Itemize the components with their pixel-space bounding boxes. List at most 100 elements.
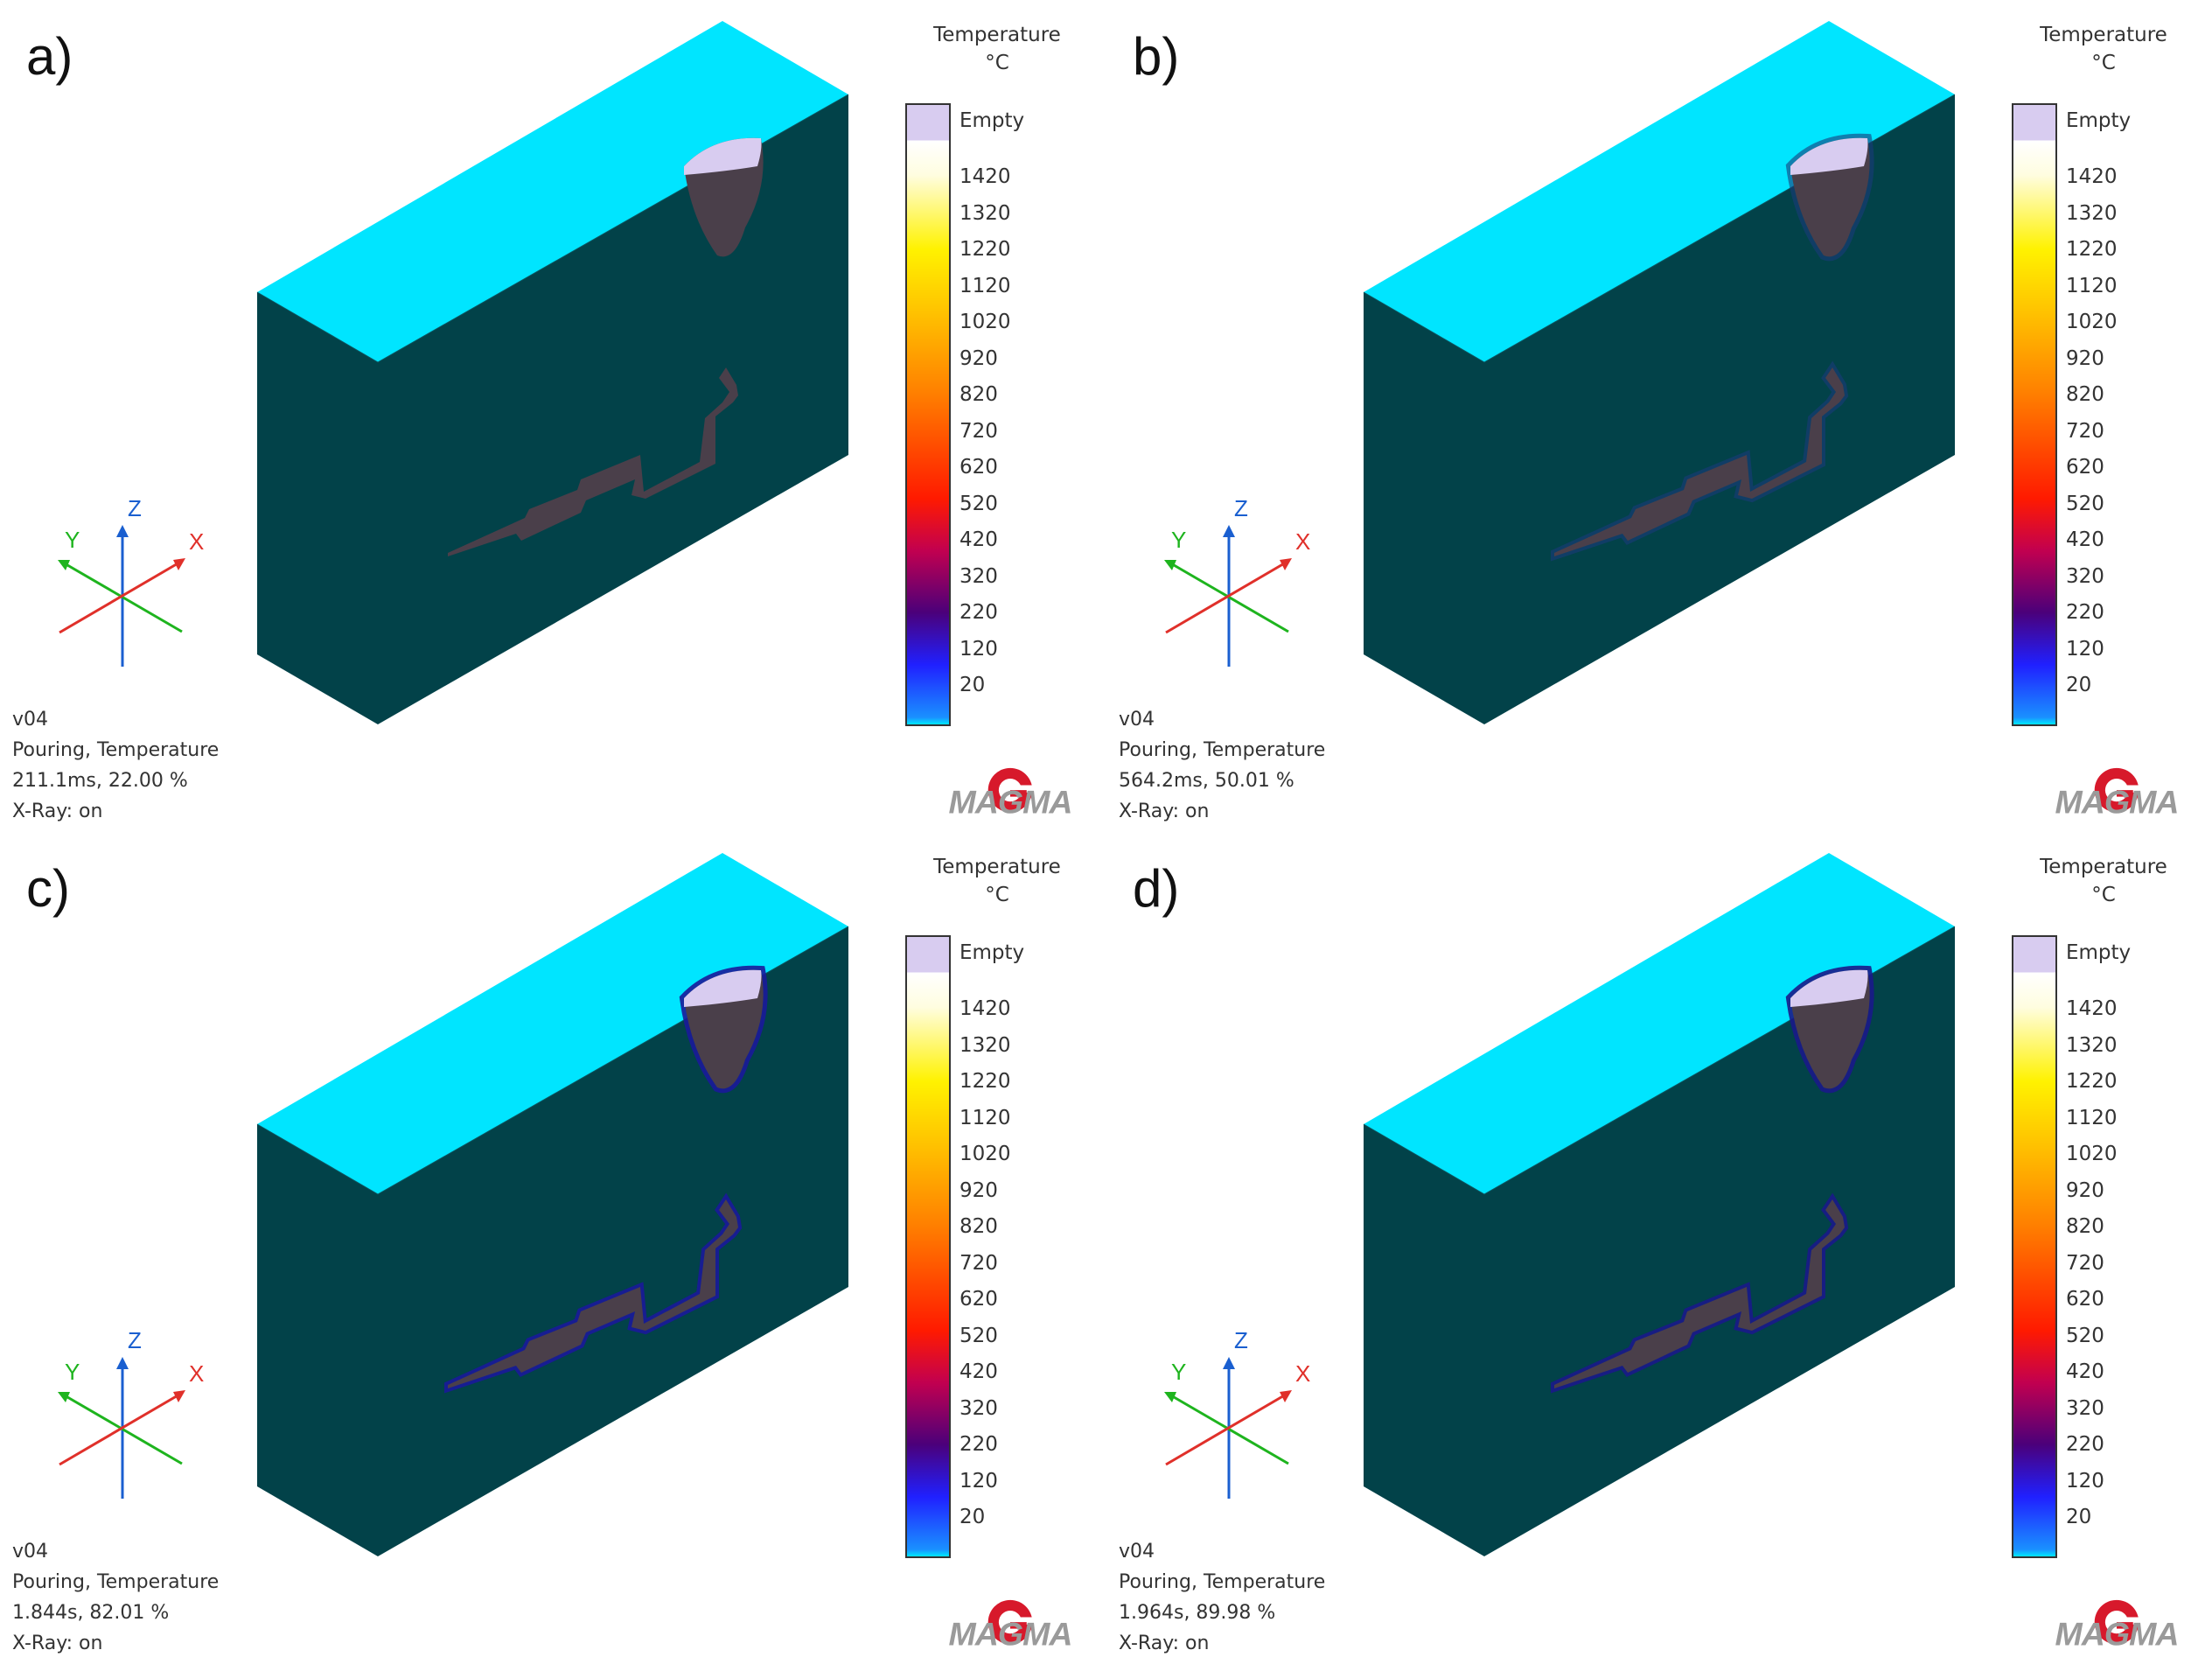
x-axis (1165, 1393, 1287, 1466)
version-label: v04 (1119, 1541, 1155, 1563)
legend-tick-label: 1220 (959, 238, 1011, 261)
mold-3d-view[interactable]: Z Y X (1106, 832, 2212, 1664)
mold-3d-view[interactable]: Z Y X (1106, 0, 2212, 832)
legend-tick-label: 520 (959, 492, 998, 515)
legend-empty-label: Empty (959, 941, 1025, 964)
legend-empty-label: Empty (2066, 941, 2132, 964)
legend-unit-text: °C (2091, 884, 2116, 906)
result-info: v04 Pouring, Temperature 564.2ms, 50.01 … (1119, 704, 1325, 827)
magma-logo: MAGMA (948, 767, 1073, 818)
z-axis-label: Z (128, 1327, 142, 1353)
legend-tick-label: 620 (2066, 456, 2104, 479)
version-label: v04 (12, 709, 49, 731)
panel-letter: d) (1133, 859, 1180, 918)
coordinate-axes[interactable]: Z Y X (58, 495, 204, 667)
legend-tick-label: 1420 (959, 997, 1011, 1020)
legend-tick-label: 20 (959, 674, 986, 696)
legend-tick-label: 1320 (2066, 201, 2118, 225)
temperature-color-bar (2012, 103, 2057, 726)
legend-tick-label: 920 (2066, 1178, 2104, 1202)
legend-title: Temperature °C (918, 853, 1076, 909)
xray-status-label: X-Ray: on (12, 1633, 103, 1654)
legend-tick-label: 1020 (959, 1143, 1011, 1165)
y-axis-arrow-icon (1164, 1392, 1176, 1402)
legend-tick-label: 920 (959, 1178, 998, 1202)
legend-unit-text: °C (985, 884, 1009, 906)
mold-front-face (257, 1124, 378, 1556)
legend-empty-label: Empty (959, 109, 1025, 132)
riser-shape (684, 137, 764, 257)
y-axis-label: Y (65, 1359, 80, 1385)
riser-shape (679, 965, 768, 1094)
magma-logo: MAGMA (948, 1599, 1073, 1650)
mold-top-face (257, 853, 848, 1194)
simulation-panel-b: b) (1106, 0, 2212, 832)
x-axis (59, 561, 180, 634)
legend-tick-label: 1020 (959, 311, 1011, 333)
temperature-color-bar (2012, 935, 2057, 1558)
color-bar-ticks: Empty 1420 1320 1220 1120 1020 920 820 720 620 520… (2066, 103, 2171, 723)
y-axis-arrow-icon (1164, 560, 1176, 570)
result-type-label: Pouring, Temperature (12, 1571, 220, 1593)
legend-tick-label: 1420 (2066, 165, 2118, 188)
z-axis-label: Z (1234, 495, 1248, 521)
time-label: 1.844s, 82.01 % (12, 1602, 170, 1624)
x-axis (1165, 561, 1287, 634)
legend-tick-label: 720 (959, 419, 998, 443)
coordinate-axes[interactable]: Z Y X (58, 1327, 204, 1499)
legend-tick-label: 120 (2066, 1469, 2104, 1493)
y-axis-label: Y (65, 527, 80, 553)
legend-tick-label: 820 (2066, 383, 2104, 406)
simulation-panel-a: a) (0, 0, 1106, 832)
simulation-panel-d: d) (1106, 832, 2212, 1664)
x-axis (59, 1393, 180, 1466)
temperature-color-bar (905, 935, 951, 1558)
mold-front-face (1364, 292, 1484, 724)
result-info: v04 Pouring, Temperature 211.1ms, 22.00 … (12, 704, 219, 827)
legend-tick-label: 720 (2066, 1251, 2104, 1275)
legend-tick-label: 1320 (959, 201, 1011, 225)
legend-tick-label: 120 (959, 1469, 998, 1493)
x-axis-label: X (189, 1360, 204, 1387)
legend-tick-label: 520 (2066, 1324, 2104, 1347)
y-axis-arrow-icon (58, 1392, 70, 1402)
time-label: 564.2ms, 50.01 % (1119, 770, 1294, 792)
legend-tick-label: 120 (2066, 637, 2104, 661)
legend-tick-label: 1420 (2066, 997, 2118, 1020)
legend-tick-label: 920 (2066, 346, 2104, 370)
x-axis-arrow-icon (1280, 558, 1292, 570)
legend-tick-label: 520 (959, 1324, 998, 1347)
legend-tick-label: 520 (2066, 492, 2104, 515)
xray-status-label: X-Ray: on (1119, 1633, 1210, 1654)
magma-logo-text: MAGMA (2055, 783, 2178, 818)
y-axis-label: Y (1171, 527, 1186, 553)
mold-3d-view[interactable]: Z Y X (0, 0, 1106, 832)
legend-tick-label: 320 (959, 564, 998, 588)
panel-letter: a) (26, 27, 73, 86)
mold-3d-view[interactable]: Z Y X (0, 832, 1106, 1664)
riser-shape (1785, 133, 1874, 262)
legend-tick-label: 820 (959, 383, 998, 406)
y-axis-label: Y (1171, 1359, 1186, 1385)
x-axis-label: X (1295, 1360, 1310, 1387)
result-type-label: Pouring, Temperature (12, 739, 220, 761)
mold-front-face (1364, 1124, 1484, 1556)
legend-tick-label: 20 (2066, 674, 2092, 696)
result-info: v04 Pouring, Temperature 1.844s, 82.01 %… (12, 1536, 219, 1659)
legend-tick-label: 1020 (2066, 311, 2118, 333)
coordinate-axes[interactable]: Z Y X (1164, 495, 1310, 667)
mold-top-face (1364, 853, 1955, 1194)
result-info: v04 Pouring, Temperature 1.964s, 89.98 %… (1119, 1536, 1325, 1659)
mold-top-face (257, 21, 848, 362)
legend-tick-label: 620 (959, 456, 998, 479)
legend-tick-label: 1220 (2066, 238, 2118, 261)
legend-tick-label: 1020 (2066, 1143, 2118, 1165)
x-axis-arrow-icon (173, 558, 185, 570)
legend-title: Temperature °C (918, 21, 1076, 77)
coordinate-axes[interactable]: Z Y X (1164, 1327, 1310, 1499)
legend-tick-label: 220 (959, 1433, 998, 1456)
y-axis-arrow-icon (58, 560, 70, 570)
legend-title-text: Temperature (933, 24, 1061, 46)
simulation-panel-c: c) (0, 832, 1106, 1664)
legend-unit-text: °C (985, 52, 1009, 74)
